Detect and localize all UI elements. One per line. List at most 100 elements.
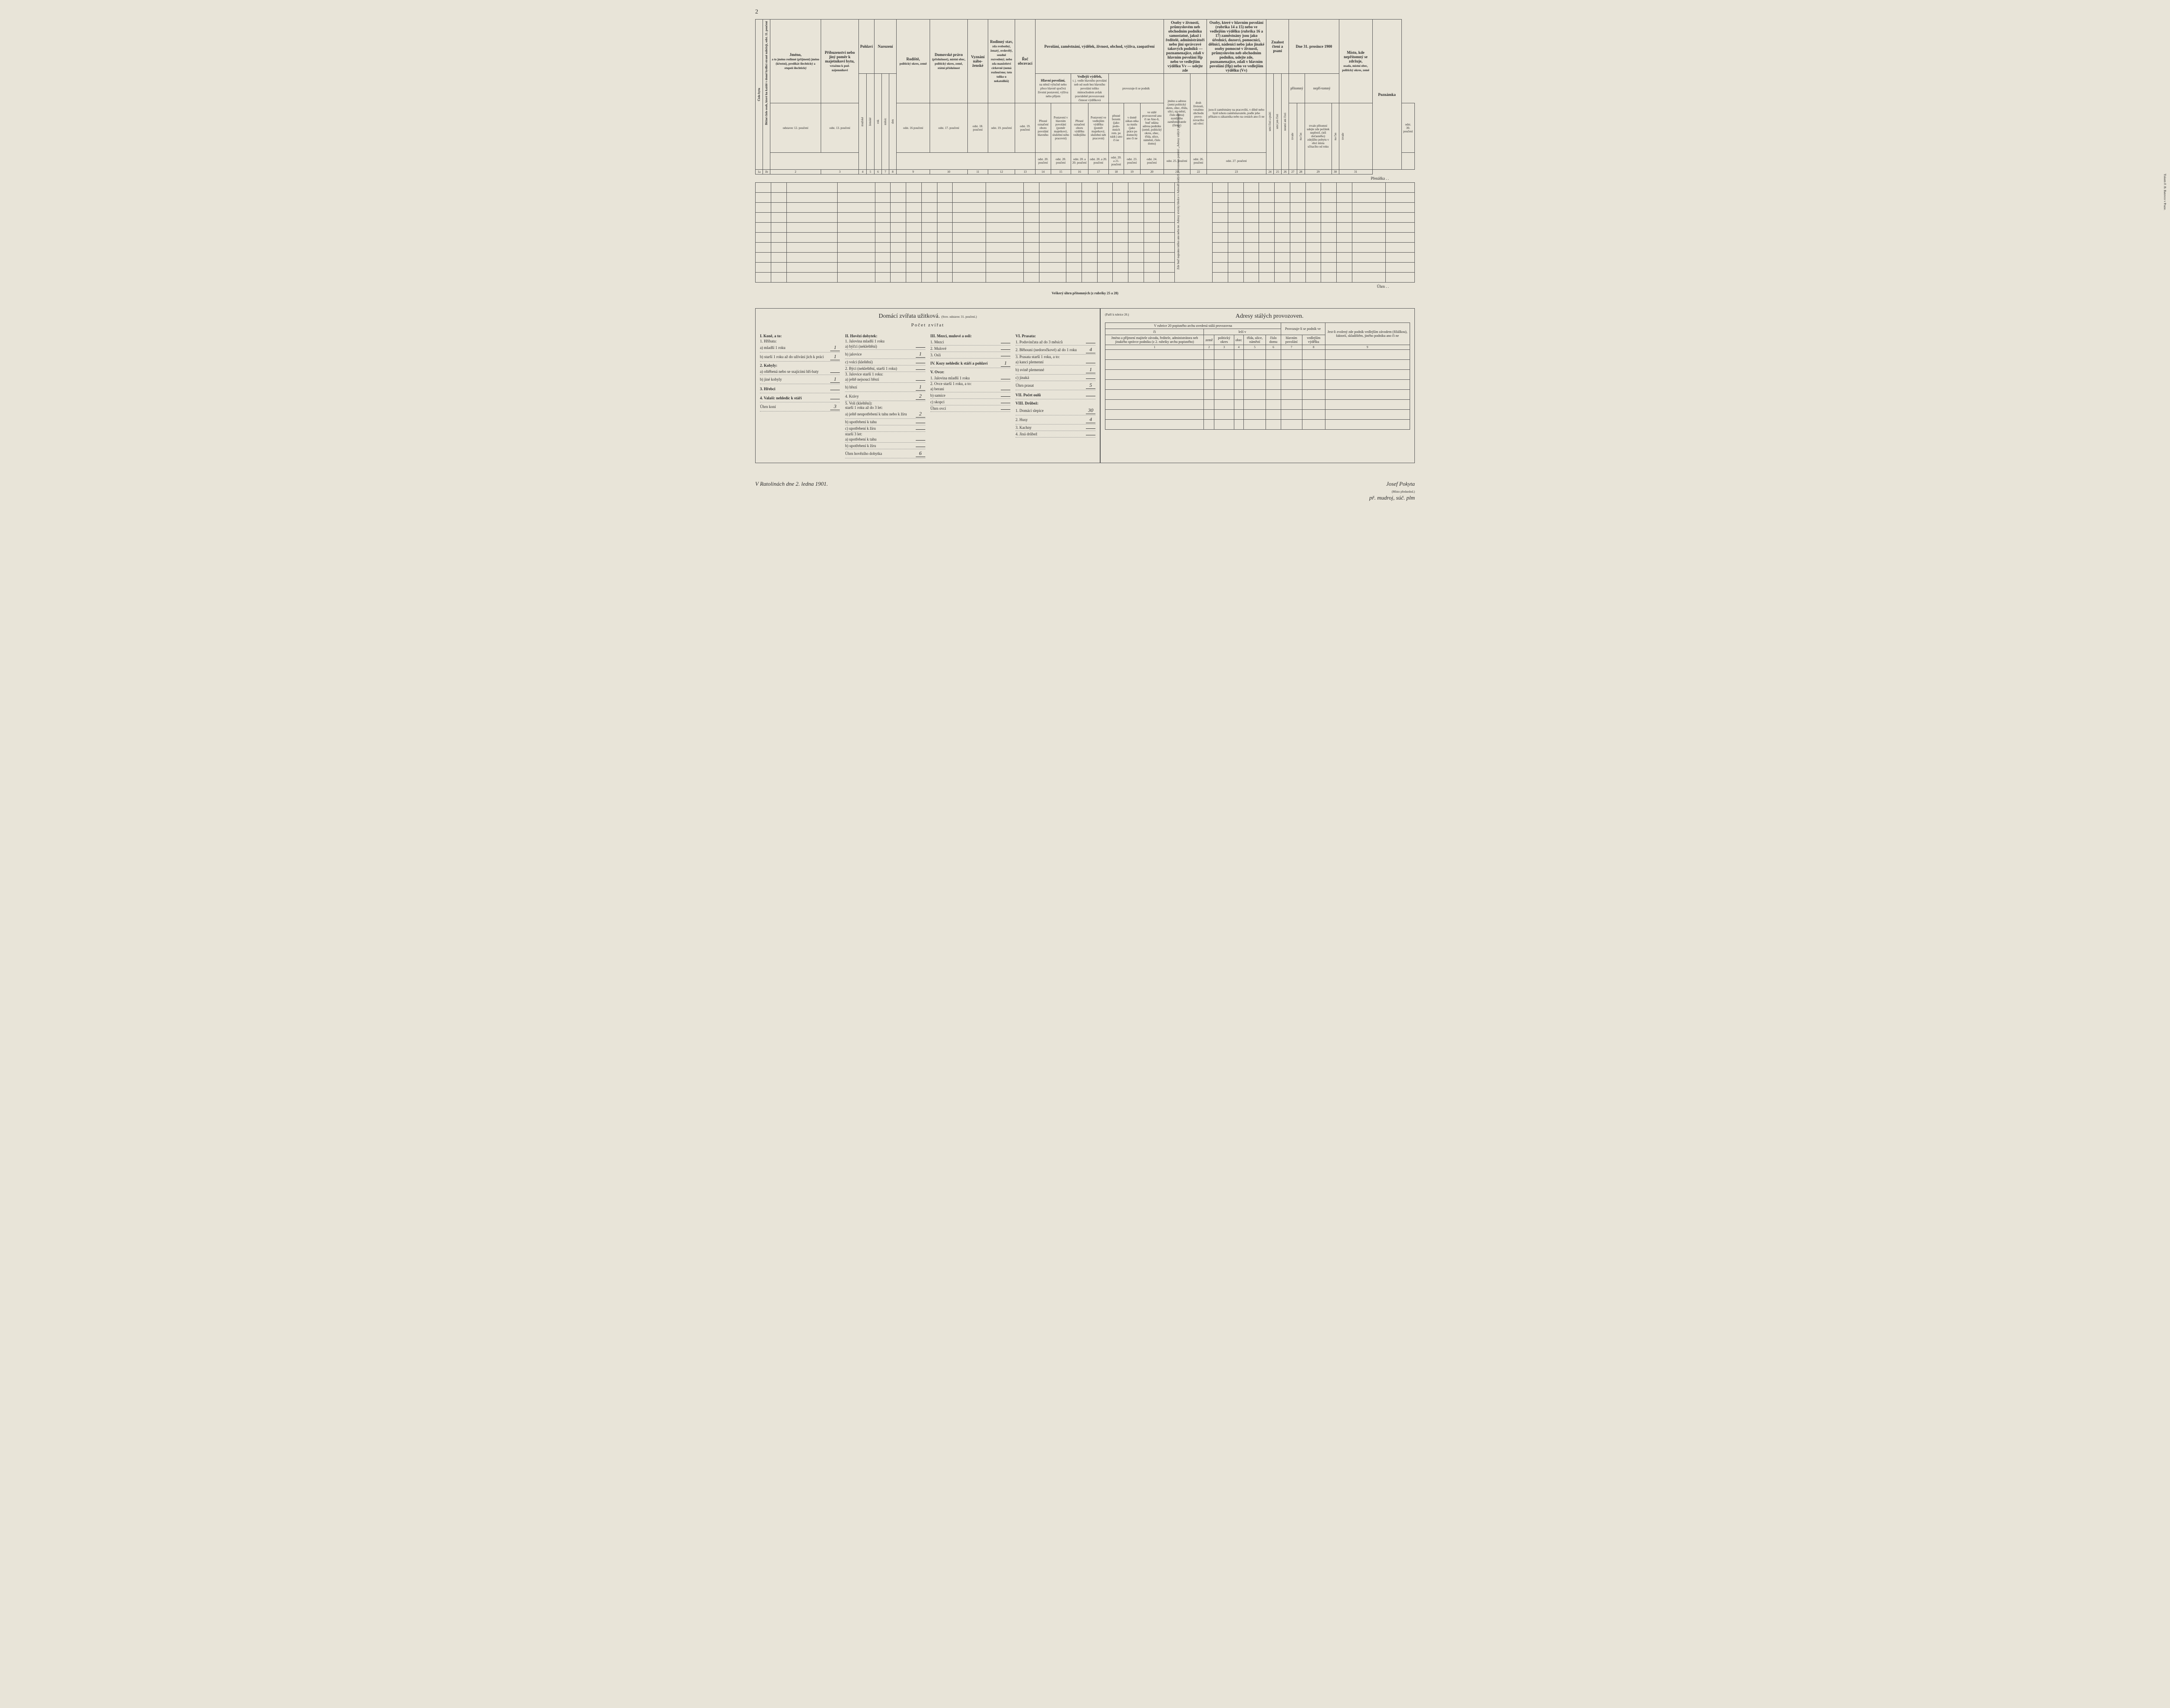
hdr-rodiste-sub: politický okres, země — [900, 62, 927, 66]
hdr-sub22: druh živnosti, vztažmo obchodu provo-zov… — [1190, 74, 1207, 153]
addr-hlavnim: hlavním povolání — [1281, 335, 1302, 345]
page-number: 2 — [755, 9, 1415, 16]
addr-subtitle: V rubrice 20 popisného archu uvedená stá… — [1105, 323, 1281, 329]
animals-col-3: III. Mezci, mulové a osli: 1. Mezci 2. M… — [930, 332, 1010, 458]
footer-role: (Místo předsedod.) — [1392, 490, 1415, 494]
addr-cislo: číslo domu — [1266, 335, 1281, 345]
hdr-jmeno-sub: a to jméno rodinné (příjmení) jméno (kře… — [772, 58, 819, 70]
prenaska-label: Přenáška . . — [755, 176, 1415, 181]
footer: V Ratolinách dne 2. ledna 1901. Josef Po… — [755, 480, 1415, 501]
hdr-stav: Rodinný stav, — [990, 39, 1013, 44]
addr-patri: (Patří k rubrice 20.) — [1105, 313, 1129, 323]
hdr-povolani: Povolání, zaměstnání, výdělek, živnost, … — [1036, 20, 1164, 74]
col-jen-cist: umí jen čísti — [1275, 89, 1279, 154]
hdr-sub15: Postavení v hlavním povolání (poměr maje… — [1051, 103, 1071, 153]
hdr-sub20: ve stálé provozovně ano či ne Ano-li, bu… — [1140, 103, 1164, 153]
hdr-jsouli: jsou-li zaměstnány na pracovišti, v díln… — [1207, 74, 1266, 153]
hdr-poznamka: Poznámka — [1372, 20, 1401, 170]
inst-c10: odst. 17. poučení — [930, 103, 968, 153]
hdr-jmeno: Jméno, — [789, 53, 802, 57]
hdr-narozeni: Narození — [875, 20, 897, 74]
inst-c14: odst. 20. poučení — [1036, 153, 1051, 170]
col-nacas2: na čas — [1333, 104, 1338, 168]
hdr-vedl-sub: t. j. vedle hlavního povolání neb od oso… — [1072, 79, 1107, 102]
addr-zeme: země — [1204, 335, 1214, 345]
hdr-znalost: Znalost čtení a psaní — [1266, 20, 1289, 74]
col-bezne: Běžné číslo osob, které ku každé v domě … — [764, 63, 769, 127]
animals-col-4: VI. Prasata: 1. Podsvinčata až do 3 měsí… — [1016, 332, 1095, 458]
addr-jest: Jest-li zvolený zde podník vedlejším záv… — [1325, 323, 1410, 345]
census-page: 2 Číslo bytu Běžné číslo osob, které ku … — [755, 9, 1415, 501]
inst-c16: odst. 20. a 20. poučení — [1071, 153, 1088, 170]
hdr-sub18: přesné boxem (jako podo-mních rem. po ná… — [1108, 103, 1124, 153]
hdr-nepritomny: nepří-tomný — [1305, 74, 1339, 103]
col-nacas1: na čas — [1299, 104, 1303, 168]
animals-note: (Srov. odstavec 31. poučení.) — [941, 315, 977, 319]
inst-c3: odst. 13. poučení — [821, 103, 859, 153]
veskery-label: Veškerý úhrn přítomných (z rubriky 25 a … — [755, 291, 1415, 295]
column-numbers-row: 1a1b 23 45 678 910 111213 1415 1617 1819… — [756, 170, 1415, 174]
col-rok: rok — [876, 89, 880, 154]
inst-c9: odst. 16 poučení — [897, 103, 930, 153]
inst-c26: odst. 26. poučení — [1190, 153, 1207, 170]
address-table: V rubrice 20 popisného archu uvedená stá… — [1105, 323, 1410, 430]
hdr-stav-sub: zda svobodný, ženatý, ovdovělý, soudně r… — [990, 45, 1013, 83]
inst-c18: odst. 20. a 21. poučení — [1108, 153, 1124, 170]
hdr-dne: Dne 31. prosince 1900 — [1289, 20, 1339, 74]
hdr-pribuz-sub: vztažmo k pod-nájemníkovi — [830, 64, 850, 72]
hdr-misto: Místo, kde nepřítomný se zdržuje, — [1344, 50, 1368, 63]
animals-col-1: I. Koně, a to: 1. Hříbata: a) mladší 1 r… — [760, 332, 840, 458]
animals-title: Domácí zvířata užitková. — [878, 313, 940, 319]
animals-col-2: II. Hovězí dobytek: 1. Jalovina mladší 1… — [845, 332, 925, 458]
inst-c17: odst. 20. a 20. poučení — [1088, 153, 1108, 170]
addr-provoz: Provozuje-li se podník ve — [1281, 323, 1325, 335]
animals-section: Domácí zvířata užitková. (Srov. odstavec… — [755, 308, 1100, 463]
hdr-rec: Řeč obcovací — [1018, 57, 1032, 66]
col-zenske: ženské — [868, 89, 872, 154]
inst-c12: odst. 19. poučení — [988, 103, 1015, 153]
hdr-pribuz: Příbuzenství nebo jiný poměr k majetníko… — [825, 50, 855, 63]
hdr-domov-sub: (příslušnost), místní obec, politický ok… — [932, 58, 966, 70]
hdr-pohlavi: Pohlaví — [859, 20, 875, 74]
col-cislo-bytu: Číslo bytu — [757, 63, 761, 127]
col-trvale2: trvale — [1341, 104, 1345, 168]
col-mesic: měsíc — [883, 89, 888, 154]
hdr-vyznani: Vyznání nábo-ženské — [971, 55, 984, 68]
hdr-sub17: Postavení ve vedlejším výdělku (poměr ma… — [1088, 103, 1108, 153]
col-trvale1: trvale — [1290, 104, 1295, 168]
col-cist-psat: umí čísti a psáti — [1268, 89, 1272, 154]
hdr-domov: Domovské právo — [935, 53, 963, 57]
col-neumí: neumí ani čísti — [1283, 89, 1287, 154]
hdr-osoby-zivnost: Osoby v živnosti, průmyslovém neb obchod… — [1164, 20, 1207, 74]
col-den: den — [891, 89, 895, 154]
hdr-misto-sub: osada, místní obec, politický okres, zem… — [1342, 64, 1369, 72]
addresses-section: (Patří k rubrice 20.) Adresy stálých pro… — [1100, 308, 1415, 463]
lower-section: Domácí zvířata užitková. (Srov. odstavec… — [755, 308, 1415, 463]
census-body: Zde buď napsáno toliko ano nebo ne. Adre… — [755, 182, 1415, 283]
footer-left: V Ratolinách dne 2. ledna 1901. — [755, 480, 828, 501]
footer-signature: Josef Pokyta — [1386, 480, 1415, 487]
col-muzske: mužské — [860, 89, 865, 154]
addr-okres: politický okres — [1214, 335, 1234, 345]
hdr-pritomny: přítomný — [1289, 74, 1305, 103]
inst-c2: odstavec 12. poučení — [770, 103, 821, 153]
hdr-vedl: Vedlejší výdělek, — [1077, 75, 1102, 79]
inst-c11: odst. 18. poučení — [968, 103, 988, 153]
hdr-hlavni-sub: na němž výlučně nebo přece hlavně spočív… — [1038, 83, 1068, 98]
hdr-provozuje: provozuje-li se podník — [1108, 74, 1164, 103]
addr-trida: třída, ulice, náměstí — [1243, 335, 1266, 345]
printer-note: Tiskem F. B. Batovce v Praze. — [2163, 174, 2167, 211]
hdr-sub14: Přesné označení oboru povolání hlavního — [1036, 103, 1051, 153]
hdr-rodiste: Rodiště, — [906, 57, 920, 61]
addr-jmeno: Jméno a příjmení majitele závodu, ředite… — [1105, 335, 1204, 345]
inst-c15: odst. 20. poučení — [1051, 153, 1071, 170]
footer-note: př. mudroj, súč. plm — [1369, 494, 1415, 501]
inst-c20: odst. 24. poučení — [1140, 153, 1164, 170]
addr-obec: obec — [1234, 335, 1243, 345]
uhrn-label: Úhrn . . — [755, 284, 1415, 289]
inst-c19: odst. 23. poučení — [1124, 153, 1140, 170]
hdr-trvale: trvale přítomní udejte zde počátek nepře… — [1305, 103, 1332, 170]
inst-c13: odst. 19. poučení — [1015, 103, 1036, 153]
hdr-osoby-ktere: Osoby, které v hlavním povolání (rubrika… — [1207, 20, 1266, 74]
side-note: Zde buď napsáno toliko ano nebo ne. Adre… — [1176, 194, 1180, 271]
